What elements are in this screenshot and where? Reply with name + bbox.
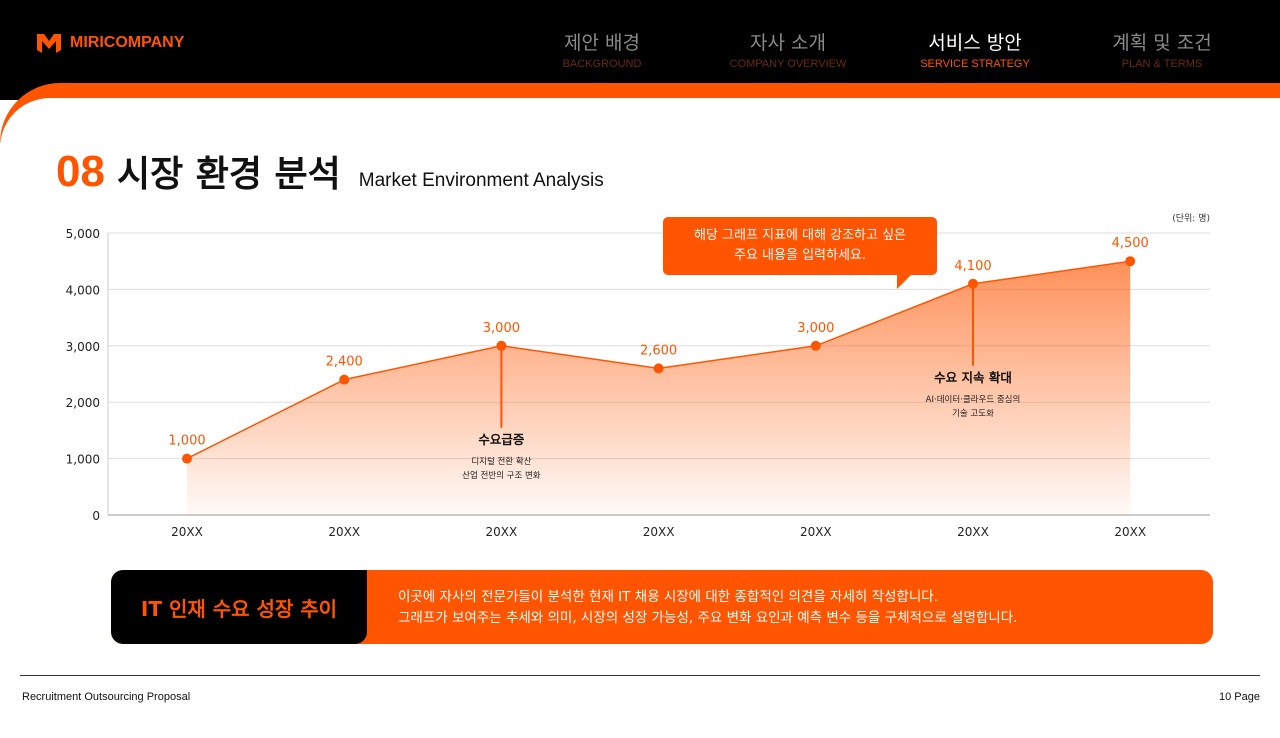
footer-divider bbox=[20, 675, 1260, 676]
nav-tab-plan-terms[interactable]: 계획 및 조건 PLAN & TERMS bbox=[1082, 28, 1242, 70]
footer-title: Recruitment Outsourcing Proposal bbox=[22, 691, 191, 703]
x-tick-label: 20XX bbox=[1114, 525, 1146, 539]
nav-label: 제안 배경 bbox=[564, 32, 640, 54]
data-label: 4,100 bbox=[954, 259, 991, 274]
summary-box: IT 인재 수요 성장 추이 이곳에 자사의 전문가들이 분석한 현재 IT 채… bbox=[111, 570, 1213, 644]
summary-line: 그래프가 보여주는 추세와 의미, 시장의 성장 가능성, 주요 변화 요인과 … bbox=[398, 610, 1018, 626]
y-tick-label: 3,000 bbox=[66, 340, 100, 354]
data-point bbox=[496, 340, 507, 351]
data-point bbox=[653, 363, 664, 374]
page-number: 10 Page bbox=[1219, 691, 1260, 703]
area-fill bbox=[187, 261, 1131, 515]
annotation-title: 수요 지속 확대 bbox=[934, 370, 1012, 385]
x-tick-label: 20XX bbox=[643, 525, 675, 539]
data-label: 1,000 bbox=[168, 434, 205, 449]
annotation-text: AI·데이터·클라우드 중심의 bbox=[926, 394, 1021, 405]
title-english: Market Environment Analysis bbox=[358, 170, 604, 191]
annotation-text: 디지털 전환 확산 bbox=[471, 456, 531, 467]
data-label: 4,500 bbox=[1112, 236, 1149, 251]
title-korean: 시장 환경 분석 bbox=[116, 154, 341, 195]
nav-tab-service-strategy[interactable]: 서비스 방안 SERVICE STRATEGY bbox=[895, 28, 1055, 70]
nav-sublabel: BACKGROUND bbox=[562, 58, 642, 70]
data-label: 2,400 bbox=[326, 355, 363, 370]
unit-label: (단위: 명) bbox=[1172, 213, 1210, 224]
area-chart: (단위: 명) 0 1,000 2,000 3,000 4,000 5,000 수요급증디지털… bbox=[66, 213, 1210, 539]
logo-m-icon bbox=[37, 34, 61, 53]
y-tick-label: 1,000 bbox=[66, 453, 100, 467]
data-point bbox=[968, 278, 978, 289]
data-point bbox=[182, 453, 192, 464]
y-tick-label: 4,000 bbox=[66, 283, 100, 297]
x-tick-label: 20XX bbox=[171, 525, 203, 539]
nav-sublabel: COMPANY OVERVIEW bbox=[729, 58, 847, 70]
data-point bbox=[339, 374, 350, 385]
nav-tab-company-overview[interactable]: 자사 소개 COMPANY OVERVIEW bbox=[708, 28, 868, 70]
nav-label: 서비스 방안 bbox=[928, 32, 1022, 54]
summary-line: 이곳에 자사의 전문가들이 분석한 현재 IT 채용 시장에 대한 종합적인 의… bbox=[398, 589, 938, 605]
x-tick-label: 20XX bbox=[486, 525, 518, 539]
x-tick-label: 20XX bbox=[957, 525, 989, 539]
data-point bbox=[810, 340, 821, 351]
nav-label: 자사 소개 bbox=[750, 32, 826, 54]
brand-logo[interactable]: MIRICOMPANY bbox=[36, 32, 184, 54]
nav-sublabel: PLAN & TERMS bbox=[1121, 58, 1203, 70]
data-point bbox=[1125, 256, 1136, 267]
summary-label: IT 인재 수요 성장 추이 bbox=[111, 570, 367, 644]
callout-line: 주요 내용을 입력하세요. bbox=[734, 248, 866, 263]
brand-name: MIRICOMPANY bbox=[70, 34, 185, 51]
x-tick-label: 20XX bbox=[328, 525, 360, 539]
callout-line: 해당 그래프 지표에 대해 강조하고 싶은 bbox=[693, 228, 907, 243]
annotation-text: 기술 고도화 bbox=[952, 409, 994, 419]
nav-sublabel: SERVICE STRATEGY bbox=[920, 58, 1030, 70]
section-number: 08 bbox=[56, 147, 105, 196]
annotation-title: 수요급증 bbox=[478, 432, 525, 447]
summary-text: 이곳에 자사의 전문가들이 분석한 현재 IT 채용 시장에 대한 종합적인 의… bbox=[398, 587, 1017, 629]
annotation-text: 산업 전반의 구조 변화 bbox=[462, 470, 541, 481]
page-title: 08 시장 환경 분석 Market Environment Analysis bbox=[56, 145, 604, 197]
nav-label: 계획 및 조건 bbox=[1112, 32, 1212, 54]
nav-tab-background[interactable]: 제안 배경 BACKGROUND bbox=[522, 28, 682, 70]
data-label: 3,000 bbox=[797, 321, 834, 336]
y-tick-label: 0 bbox=[92, 509, 100, 523]
data-label: 2,600 bbox=[640, 343, 677, 358]
y-tick-label: 5,000 bbox=[66, 227, 100, 241]
x-tick-label: 20XX bbox=[800, 525, 832, 539]
data-label: 3,000 bbox=[483, 321, 520, 336]
callout-bubble: 해당 그래프 지표에 대해 강조하고 싶은 주요 내용을 입력하세요. bbox=[663, 217, 937, 289]
y-tick-label: 2,000 bbox=[66, 396, 100, 410]
